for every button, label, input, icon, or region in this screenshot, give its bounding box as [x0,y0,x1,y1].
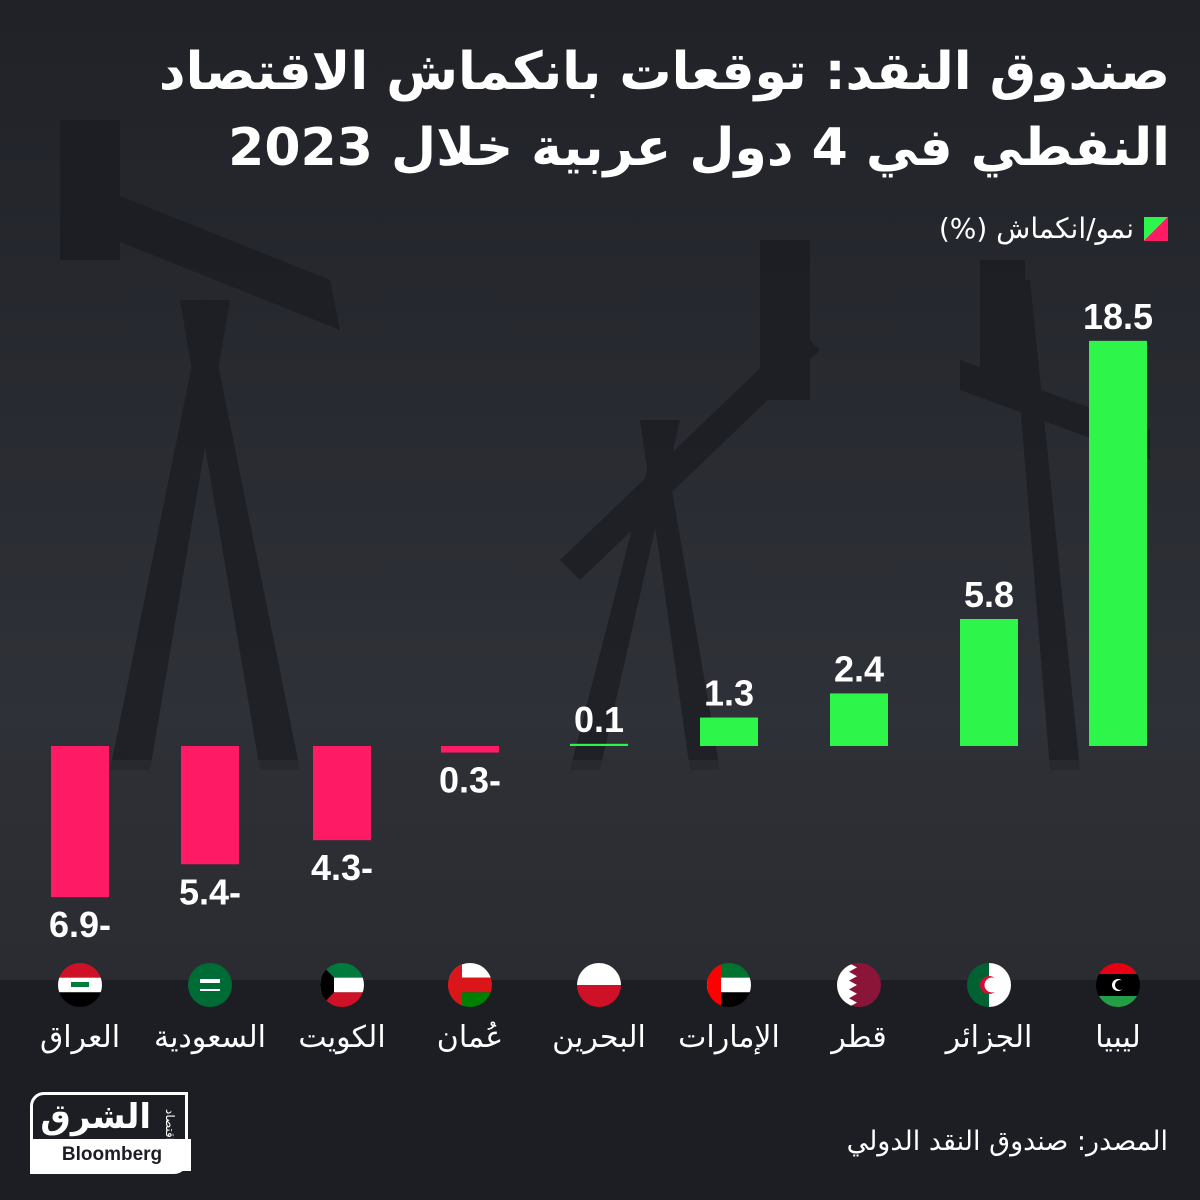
logo-main-text: الشرق [40,1097,151,1137]
chart-title: صندوق النقد: توقعات بانكماش الاقتصاد الن… [158,42,1170,178]
country-label-3: الكويت [298,1020,385,1055]
kuwait-flag-icon [320,963,364,1007]
bar-value-label-4: 0.3- [439,760,501,801]
saudi-flag-icon [188,963,232,1007]
bar-value-label-2: 5.4- [179,871,241,912]
bar-value-label-8: 5.8 [964,574,1014,615]
bar-7 [830,693,888,746]
bar-value-label-3: 4.3- [311,847,373,888]
oman-flag-icon [448,963,492,1007]
bar-9 [1089,340,1147,746]
legend-label: نمو/انكماش (%) [938,212,1134,245]
country-label-9: ليبيا [1095,1020,1140,1055]
country-label-5: البحرين [552,1020,646,1055]
country-label-8: الجزائر [944,1020,1033,1055]
bar-value-label-7: 2.4 [834,648,884,689]
qatar-flag-icon [837,963,881,1007]
iraq-flag-icon [58,963,102,1007]
bar-4 [441,746,499,753]
bar-2 [181,746,239,865]
country-label-6: الإمارات [678,1020,780,1055]
legend: نمو/انكماش (%) [939,212,1168,245]
logo-partner-text: Bloomberg [33,1139,191,1171]
logo-sub-text: اقتصاد [163,1109,177,1142]
bar-8 [960,618,1018,746]
country-label-2: السعودية [154,1020,266,1055]
bar-1 [51,746,109,898]
bar-5 [570,743,628,746]
country-label-4: عُمان [437,1020,503,1055]
bahrain-flag-icon [577,963,621,1007]
country-label-7: قطر [829,1020,887,1055]
libya-flag-icon [1096,963,1140,1007]
bar-3 [313,746,371,841]
source-note: المصدر: صندوق النقد الدولي [846,1126,1168,1157]
bar-value-label-6: 1.3 [704,673,754,714]
legend-swatch-icon [1144,216,1168,241]
asharq-bloomberg-logo: الشرق اقتصاد مع Bloomberg [30,1092,191,1174]
algeria-flag-icon [967,963,1011,1007]
bar-6 [700,717,758,746]
bar-value-label-5: 0.1 [574,699,624,740]
bar-value-label-9: 18.5 [1083,296,1153,337]
country-label-1: العراق [40,1020,120,1055]
bar-value-label-1: 6.9- [49,904,111,945]
uae-flag-icon [707,963,751,1007]
